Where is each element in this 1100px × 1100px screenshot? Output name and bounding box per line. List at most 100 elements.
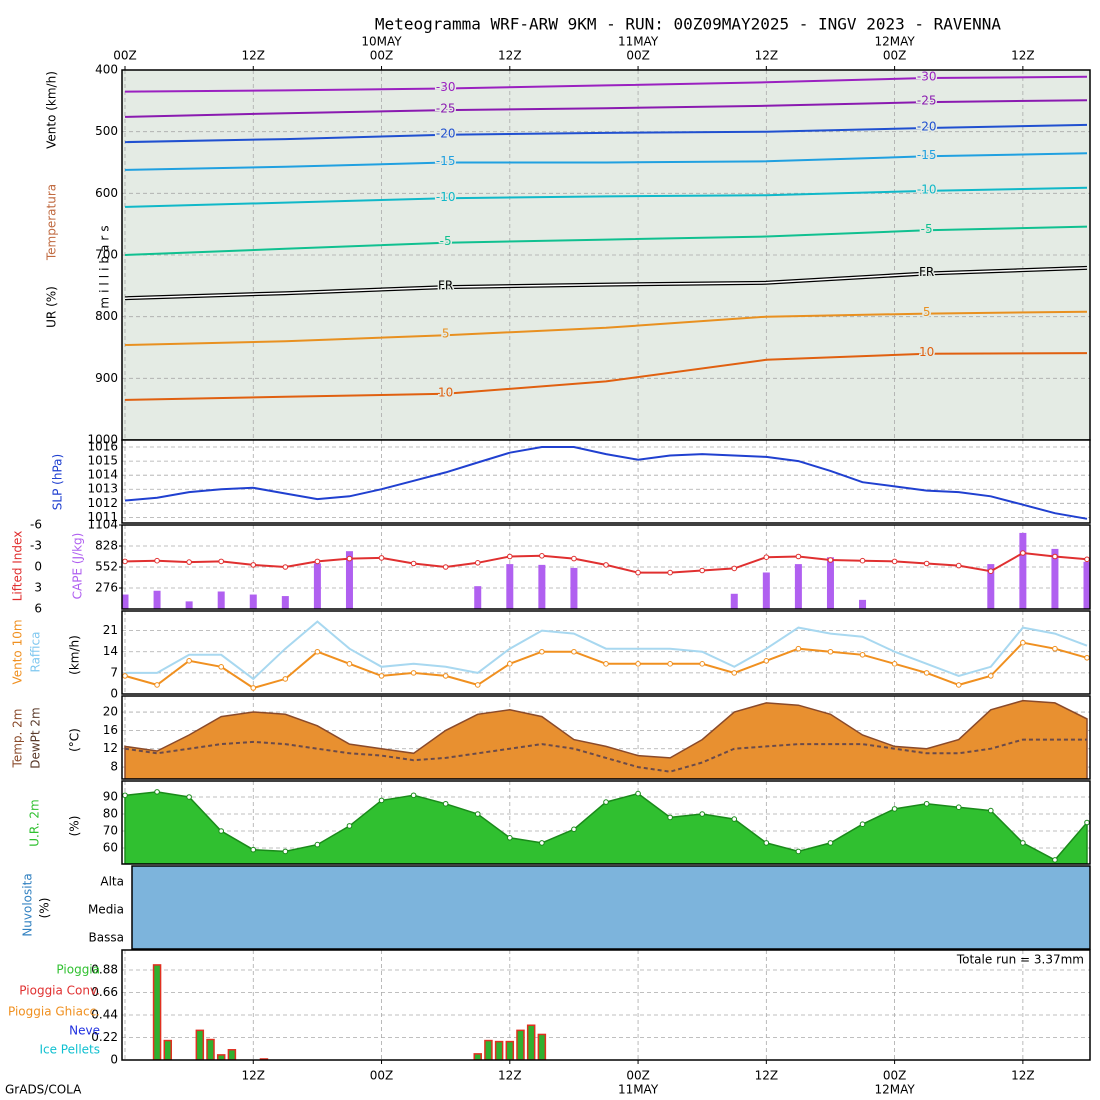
y-tick-label: 1015 — [87, 454, 118, 468]
line-label: 5 — [442, 327, 450, 341]
x-tick-label: 00Z — [113, 49, 137, 63]
y-label: (%) — [38, 898, 52, 919]
panel-background — [122, 611, 1090, 694]
marker — [314, 648, 321, 655]
y-tick-label: 1000 — [87, 433, 118, 447]
x-tick-label: 00Z — [370, 49, 394, 63]
marker — [282, 564, 289, 570]
y2-tick-label: 552 — [95, 560, 118, 574]
marker — [218, 828, 224, 834]
y-tick-label: 900 — [95, 371, 118, 385]
y-tick-label: 0.44 — [91, 1008, 118, 1022]
marker — [282, 848, 289, 855]
panel-border — [131, 865, 1091, 950]
y-tick-label: 600 — [95, 186, 118, 200]
x-tick-label: 12Z — [242, 1069, 266, 1083]
panel-background — [122, 440, 1090, 523]
y-label: Raffica — [29, 632, 43, 673]
marker — [250, 685, 257, 691]
panel-background — [122, 950, 1090, 1060]
x-tick-label: 12Z — [498, 1069, 522, 1083]
x-tick-label: 12Z — [498, 49, 522, 63]
line-label: -30 — [436, 80, 456, 94]
bar — [987, 564, 995, 609]
y-tick-label: 1016 — [87, 440, 118, 454]
marker — [763, 658, 770, 664]
marker — [346, 661, 353, 667]
panel: -30 -30 -25 -25 -20 -20 -15 -15 -10 -10 -5 -5 FR FR 5 5… — [122, 70, 1090, 440]
line — [124, 75, 1088, 93]
bar — [185, 601, 193, 609]
bar — [217, 591, 225, 609]
y-tick-label: 8 — [110, 760, 118, 774]
bar — [1051, 548, 1059, 609]
y-tick-label: 14 — [103, 644, 118, 658]
marker — [346, 555, 353, 562]
y-label: (°C) — [68, 728, 82, 752]
marker — [603, 799, 609, 805]
bar — [1019, 532, 1027, 609]
marker — [122, 673, 128, 679]
panel-background — [132, 866, 1090, 949]
source: GrADS/COLA — [5, 1083, 82, 1097]
marker — [154, 682, 160, 688]
marker — [635, 569, 641, 576]
y-tick-label: 0.22 — [91, 1030, 118, 1044]
marker — [186, 559, 192, 565]
marker — [699, 567, 706, 574]
y2-tick-label: 1104 — [87, 518, 118, 532]
line-label: -25 — [917, 94, 937, 108]
bar — [730, 593, 738, 609]
marker — [314, 841, 321, 848]
bar — [794, 564, 802, 609]
y-tick-label: 1012 — [87, 496, 118, 510]
marker — [699, 661, 706, 667]
marker — [1020, 840, 1026, 846]
y-label: millibars — [98, 221, 112, 308]
y-tick-label: 90 — [103, 789, 118, 803]
marker — [795, 553, 802, 560]
y-label: Ice Pellets — [39, 1043, 100, 1057]
marker — [539, 648, 545, 655]
marker — [827, 648, 834, 655]
marker — [474, 682, 481, 688]
marker — [827, 557, 834, 563]
y-tick-label: 1013 — [87, 482, 118, 496]
marker — [988, 807, 994, 814]
y-label: Nuvolosita — [21, 873, 35, 936]
line — [124, 446, 1088, 520]
marker — [1020, 550, 1026, 556]
marker — [539, 553, 545, 559]
panel — [122, 781, 1090, 864]
area — [124, 699, 1088, 779]
bar — [206, 1038, 215, 1060]
line — [125, 620, 1088, 681]
bar — [826, 557, 834, 609]
line-label: -5 — [440, 234, 452, 248]
marker — [218, 558, 224, 565]
bar — [484, 1039, 493, 1060]
bar — [345, 551, 353, 609]
marker — [891, 806, 898, 812]
panel — [122, 696, 1090, 779]
line — [124, 123, 1088, 144]
x-tick-label: 00Z — [883, 1069, 907, 1083]
line-label: 10 — [919, 345, 934, 359]
marker — [378, 555, 385, 561]
y-tick-label: 0.88 — [91, 963, 118, 977]
y-label: Temperatura — [45, 184, 59, 261]
x-tick-label: 12Z — [1011, 1069, 1035, 1083]
line-label: -5 — [921, 222, 933, 236]
y-tick-label: 16 — [103, 723, 118, 737]
y-tick-label: 400 — [95, 63, 118, 77]
panel-border — [121, 695, 1091, 780]
marker — [410, 792, 417, 799]
marker — [1052, 645, 1058, 652]
marker — [763, 840, 770, 846]
bar — [1083, 561, 1090, 609]
bar — [122, 594, 129, 609]
marker — [218, 664, 224, 670]
marker — [186, 658, 192, 664]
y-label: (%) — [68, 816, 82, 837]
marker — [988, 673, 994, 679]
